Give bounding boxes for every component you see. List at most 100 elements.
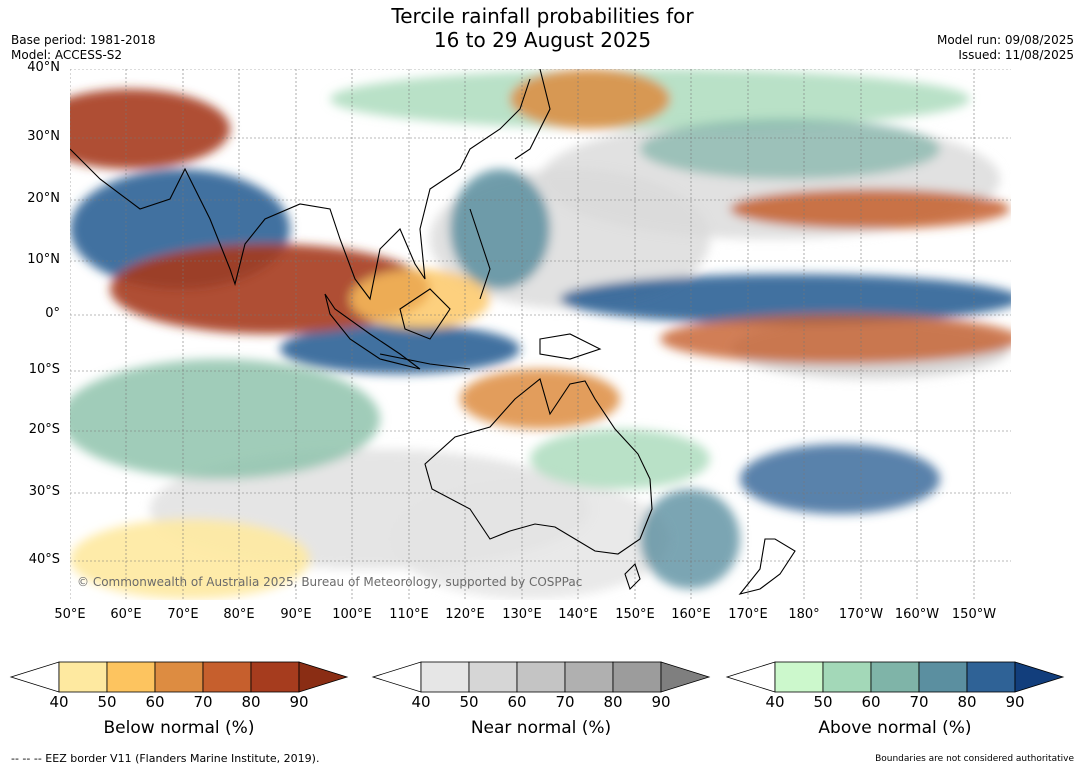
colorbar-tick-label: 70: [193, 693, 213, 711]
colorbar-segment: [58, 661, 108, 693]
colorbar-segment: [420, 661, 470, 693]
longitude-label: 80°E: [223, 607, 255, 622]
colorbar-segment: [564, 661, 614, 693]
latitude-label: 30°S: [28, 484, 60, 499]
colorbar-tick-label: 60: [145, 693, 165, 711]
longitude-label: 100°E: [332, 607, 372, 622]
above-normal-region: [280, 324, 520, 374]
colorbars: [9, 661, 1065, 693]
above-normal-region: [740, 444, 940, 514]
latitude-label: 30°N: [27, 129, 60, 144]
longitude-label: 90°E: [280, 607, 312, 622]
longitude-label: 70°E: [167, 607, 199, 622]
base-period: Base period: 1981-2018: [11, 33, 156, 47]
latitude-label: 40°S: [28, 552, 60, 567]
colorbar-segment: [250, 661, 300, 693]
longitude-label: 60°E: [110, 607, 142, 622]
colorbar-tick-label: 60: [861, 693, 881, 711]
tasmania-coastline: [624, 562, 641, 591]
colorbar-segment: [106, 661, 156, 693]
longitude-label: 160°E: [671, 607, 711, 622]
colorbar-segment: [202, 661, 252, 693]
colorbar-tick-label: 50: [97, 693, 117, 711]
colorbar-segment: [154, 661, 204, 693]
colorbar-segment: [612, 661, 662, 693]
colorbar-segment: [516, 661, 566, 693]
map-title-line2: 16 to 29 August 2025: [433, 28, 652, 52]
colorbar-title: Near normal (%): [470, 718, 612, 738]
below-normal-region: [70, 89, 230, 169]
colorbar-title: Above normal (%): [818, 718, 972, 738]
colorbar-extension-high: [660, 661, 711, 693]
colorbar-tick-label: 70: [555, 693, 575, 711]
longitude-label: 150°E: [615, 607, 655, 622]
model-name: Model: ACCESS-S2: [11, 48, 123, 62]
latitude-label: 20°N: [27, 191, 60, 206]
colorbar-tick-label: 80: [241, 693, 261, 711]
colorbar-tick-label: 60: [507, 693, 527, 711]
meta-left: Base period: 1981-2018 Model: ACCESS-S2: [11, 33, 156, 63]
below-normal-region: [70, 519, 310, 599]
colorbar-segment: [774, 661, 824, 693]
boundary-disclaimer: Boundaries are not considered authoritat…: [875, 754, 1074, 764]
longitude-label: 170°E: [728, 607, 768, 622]
colorbar-tick-label: 90: [1005, 693, 1025, 711]
sumatra-coastline: [324, 293, 421, 370]
new-zealand-coastline: [738, 538, 796, 595]
colorbar-tick-label: 80: [957, 693, 977, 711]
colorbar-extension-low: [371, 661, 422, 693]
below-normal-region: [660, 314, 1011, 364]
probability-fields: [70, 69, 1011, 599]
longitude-label: 170°W: [838, 607, 884, 622]
longitude-label: 150°W: [951, 607, 997, 622]
above-normal-region: [450, 169, 550, 289]
philippines-coastline: [469, 208, 491, 300]
above-normal-region: [530, 429, 710, 489]
colorbar-segment: [468, 661, 518, 693]
colorbar-extension-low: [725, 661, 776, 693]
above-normal-region: [70, 359, 380, 479]
colorbar: [725, 661, 1065, 693]
below-normal-region: [510, 69, 670, 129]
new-guinea-coastline: [539, 333, 602, 360]
longitude-label: 140°E: [558, 607, 598, 622]
copyright-text: © Commonwealth of Australia 2025, Bureau…: [77, 575, 583, 589]
longitude-label: 50°E: [54, 607, 86, 622]
colorbar-segment: [918, 661, 968, 693]
longitude-label: 110°E: [389, 607, 429, 622]
borneo-coastline: [399, 288, 451, 340]
colorbar-tick-label: 40: [411, 693, 431, 711]
colorbar-tick-label: 40: [765, 693, 785, 711]
colorbar-tick-label: 50: [813, 693, 833, 711]
colorbar-segment: [822, 661, 872, 693]
colorbar-segment: [870, 661, 920, 693]
colorbar-title: Below normal (%): [103, 718, 255, 738]
colorbar: [371, 661, 711, 693]
latitude-label: 40°N: [27, 60, 60, 75]
japan-coastline: [514, 69, 551, 160]
colorbar: [9, 661, 349, 693]
colorbar-tick-label: 80: [603, 693, 623, 711]
colorbar-segment: [966, 661, 1016, 693]
probability-map: [70, 69, 1011, 600]
below-normal-region: [730, 189, 1010, 229]
asia-coastline: [70, 78, 531, 301]
australia-coastline: [424, 378, 653, 555]
model-run: Model run: 09/08/2025: [936, 33, 1074, 47]
latitude-label: 10°S: [28, 362, 60, 377]
issued-date: Issued: 11/08/2025: [958, 48, 1074, 62]
colorbar-tick-label: 90: [651, 693, 671, 711]
latitude-label: 10°N: [27, 252, 60, 267]
colorbar-extension-high: [1014, 661, 1065, 693]
below-normal-region: [460, 369, 620, 429]
longitude-label: 180°: [788, 607, 820, 622]
below-normal-region: [350, 269, 490, 329]
latitude-label: 0°: [45, 306, 60, 321]
java-coastline: [379, 353, 471, 370]
latitude-label: 20°S: [28, 422, 60, 437]
colorbar-tick-label: 90: [289, 693, 309, 711]
colorbar-extension-high: [298, 661, 349, 693]
colorbar-tick-label: 40: [49, 693, 69, 711]
above-normal-region: [560, 274, 1011, 324]
longitude-label: 160°W: [894, 607, 940, 622]
